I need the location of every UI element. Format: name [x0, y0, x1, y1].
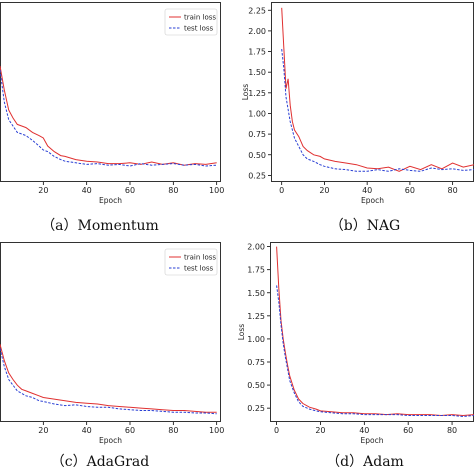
y-tick-label: 0.50: [247, 381, 265, 390]
caption-adagrad: （c）AdaGrad: [51, 454, 149, 470]
y-axis-title: Loss: [237, 324, 246, 341]
y-tick-label: 1.50: [247, 289, 265, 298]
y-tick-label: 1.00: [248, 109, 266, 118]
y-tick-label: 1.00: [247, 335, 265, 344]
x-tick-label: 20: [319, 186, 329, 195]
legend-label: test loss: [184, 25, 214, 33]
x-tick-label: 60: [125, 426, 135, 435]
y-tick-label: 0.25: [248, 171, 266, 180]
x-tick-label: 60: [403, 426, 413, 435]
panel-adam: 0 20 40 60 80 0.25 0.50 0.75 1.00 1.25 1.50 1.75 2.0…: [237, 242, 474, 445]
y-tick-label: 0.25: [247, 404, 265, 413]
panel-nag: 0 20 40 60 80 0.25 0.50 0.75 1.00 1.25 1.50 1.75 2.0…: [241, 2, 474, 205]
y-tick-label: 0.75: [247, 358, 265, 367]
x-tick-label: 40: [362, 186, 372, 195]
test-loss-line: [0, 348, 217, 415]
test-loss-line: [281, 49, 474, 172]
plot-frame: [271, 2, 474, 182]
train-loss-line: [276, 246, 474, 417]
y-tick-label: 2.00: [247, 243, 265, 252]
x-tick-label: 60: [405, 186, 415, 195]
y-tick-label: 1.75: [248, 48, 266, 57]
x-tick-label: 40: [82, 426, 92, 435]
x-axis-title: Epoch: [361, 436, 384, 445]
legend-label: train loss: [184, 254, 216, 262]
x-tick-label: 40: [82, 186, 92, 195]
x-tick-label: 80: [168, 186, 178, 195]
y-tick-label: 0.50: [248, 151, 266, 160]
legend-label: test loss: [184, 265, 214, 273]
plot-frame: [270, 242, 474, 422]
y-tick-label: 1.75: [247, 266, 265, 275]
y-tick-label: 0.75: [248, 130, 266, 139]
train-loss-line: [0, 65, 217, 166]
train-loss-line: [0, 344, 217, 413]
x-axis-title: Epoch: [99, 196, 122, 205]
caption-adam: （d）Adam: [326, 454, 404, 470]
legend-label: train loss: [184, 14, 216, 22]
x-tick-label: 60: [125, 186, 135, 195]
plot-frame: [0, 2, 221, 182]
y-tick-label: 2.25: [248, 6, 266, 15]
x-tick-label: 20: [315, 426, 325, 435]
x-tick-label: 0: [274, 426, 279, 435]
caption-momentum: （a）Momentum: [41, 218, 159, 234]
test-loss-line: [0, 69, 217, 167]
x-tick-label: 0: [279, 186, 284, 195]
x-tick-label: 20: [38, 186, 48, 195]
y-tick-label: 1.25: [248, 89, 266, 98]
x-tick-label: 80: [448, 186, 458, 195]
x-axis-title: Epoch: [361, 196, 384, 205]
train-loss-line: [281, 7, 474, 172]
test-loss-line: [276, 285, 474, 418]
x-axis-title: Epoch: [99, 436, 122, 445]
x-tick-label: 100: [209, 426, 224, 435]
x-tick-label: 40: [359, 426, 369, 435]
y-tick-label: 2.00: [248, 27, 266, 36]
caption-nag: （b）NAG: [330, 218, 401, 234]
y-tick-label: 1.50: [248, 68, 266, 77]
x-tick-label: 80: [447, 426, 457, 435]
panel-adagrad: 20 40 60 80 100 Epoch train loss test loss: [0, 242, 224, 445]
x-tick-label: 100: [209, 186, 224, 195]
panel-momentum: 20 40 60 80 100 Epoch train loss test loss: [0, 2, 224, 205]
x-tick-label: 20: [38, 426, 48, 435]
plot-frame: [0, 242, 221, 422]
y-axis-title: Loss: [241, 84, 250, 101]
y-tick-label: 1.25: [247, 312, 265, 321]
x-tick-label: 80: [168, 426, 178, 435]
